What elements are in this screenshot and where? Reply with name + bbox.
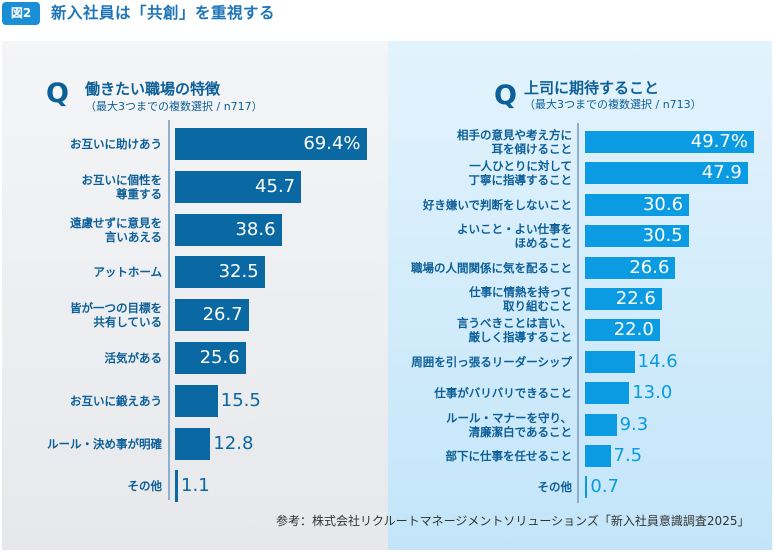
category-label: 部下に仕事を任せること — [445, 449, 573, 463]
bar — [175, 384, 218, 417]
left-chart-panel: Q 働きたい職場の特徴 （最大3つまでの複数選択 / n717） お互いに助けあ… — [2, 41, 388, 550]
category-label: お互いに個性を 尊重する — [81, 172, 163, 201]
category-label: その他 — [127, 479, 163, 494]
category-label: 好き嫌いで判断をしないこと — [422, 197, 572, 212]
category-label: よいこと・よい仕事を ほめること — [457, 222, 572, 251]
category-label: ルール・決め事が明確 — [47, 436, 162, 451]
bar — [175, 299, 249, 332]
bar — [585, 319, 660, 342]
category-label: 遠慮せずに意見を 言いあえる — [70, 215, 162, 244]
bar — [585, 193, 690, 216]
value-label: 45.7 — [255, 175, 296, 197]
category-label: 活気がある — [104, 351, 163, 365]
value-label: 1.1 — [181, 475, 210, 497]
source-note: 参考：株式会社リクルートマネージメントソリューションズ「新入社員意識調査2025… — [276, 514, 750, 528]
value-label: 13.0 — [632, 382, 673, 404]
value-label: 30.6 — [642, 193, 684, 215]
right-chart-title: 上司に期待すること — [524, 79, 660, 97]
category-label: お互いに鍛えあう — [70, 393, 162, 408]
bar — [175, 170, 302, 203]
category-label: その他 — [537, 480, 573, 495]
bar — [585, 445, 611, 467]
bar — [175, 342, 246, 374]
value-label: 25.6 — [199, 347, 240, 368]
category-label: 職場の人間関係に気を配ること — [411, 260, 572, 275]
bar — [175, 427, 211, 460]
value-label: 15.5 — [220, 389, 261, 411]
value-label: 32.5 — [218, 261, 259, 283]
bar — [585, 382, 630, 405]
value-label: 14.6 — [637, 350, 678, 372]
bar — [175, 470, 179, 503]
right-chart-panel: Q 上司に期待すること （最大3つまでの複数選択 / n713） 相手の意見や考… — [388, 41, 772, 550]
value-label: 9.3 — [619, 413, 649, 435]
category-label: ルール・マナーを守り、 清廉潔白であること — [445, 410, 572, 439]
q-mark-left: Q — [46, 78, 69, 109]
value-label: 22.0 — [613, 319, 654, 341]
value-label: 38.6 — [235, 218, 276, 240]
bar — [175, 128, 367, 160]
category-label: 仕事がバリバリできること — [434, 386, 572, 401]
bar — [585, 131, 754, 153]
category-label: 仕事に情熱を持って 取り組むこと — [469, 285, 572, 313]
q-mark-right: Q — [494, 80, 517, 111]
bar — [585, 225, 689, 248]
value-label: 26.7 — [202, 304, 243, 326]
figure-title: 新入社員は「共創」を重視する — [51, 4, 276, 22]
value-label: 7.5 — [613, 445, 643, 466]
bar — [175, 213, 282, 246]
value-label: 22.6 — [615, 288, 656, 309]
value-label: 30.5 — [642, 225, 683, 247]
value-label: 0.7 — [590, 476, 620, 498]
bar — [585, 413, 617, 436]
value-label: 49.7% — [690, 131, 748, 152]
bar — [585, 256, 676, 279]
left-chart-title: 働きたい職場の特徴 — [85, 80, 221, 98]
value-label: 26.6 — [629, 256, 670, 278]
right-chart-subtitle: （最大3つまでの複数選択 / n713） — [524, 98, 702, 111]
category-label: 一人ひとりに対して 丁寧に指導すること — [468, 159, 573, 188]
right-chart-axis — [577, 123, 579, 503]
category-label: 皆が一つの目標を 共有している — [70, 301, 162, 330]
left-chart-subtitle: （最大3つまでの複数選択 / n717） — [85, 100, 263, 113]
category-label: アットホーム — [93, 265, 162, 280]
value-label: 12.8 — [213, 432, 254, 454]
bar — [585, 476, 588, 499]
bar — [585, 288, 662, 310]
bar — [585, 350, 635, 373]
bar — [175, 256, 265, 289]
category-label: 言うべきことは言い、 厳しく指導すること — [457, 316, 572, 345]
bar — [585, 162, 748, 185]
left-chart-axis — [168, 120, 170, 500]
category-label: お互いに助けあう — [70, 137, 162, 151]
category-label: 相手の意見や考え方に 耳を傾けること — [457, 128, 572, 156]
value-label: 69.4% — [303, 133, 361, 154]
category-label: 周囲を引っ張るリーダーシップ — [411, 354, 572, 369]
value-label: 47.9 — [701, 162, 742, 184]
figure-badge: 図2 — [2, 2, 40, 25]
